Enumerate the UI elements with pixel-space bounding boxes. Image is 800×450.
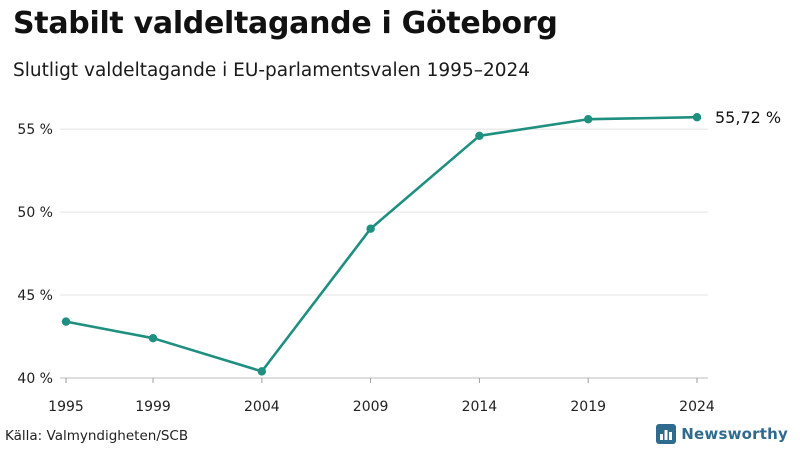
x-tick-label: 2004 — [244, 399, 280, 415]
chart-title: Stabilt valdeltagande i Göteborg — [13, 6, 558, 41]
x-tick-label: 2014 — [462, 399, 498, 415]
x-tick-label: 2009 — [353, 399, 389, 415]
series: 55,72 % — [61, 108, 781, 376]
chart-subtitle: Slutligt valdeltagande i EU-parlamentsva… — [13, 60, 531, 81]
data-point — [584, 115, 593, 124]
x-tick-label: 2019 — [570, 399, 606, 415]
data-point — [61, 317, 71, 326]
axes: 40 % 45 % 50 % 55 % 1995 1999 2004 2009 2014 2019… — [17, 122, 714, 415]
x-tick-label: 1999 — [135, 399, 171, 415]
end-value-label: 55,72 % — [715, 108, 781, 127]
data-point — [366, 224, 375, 233]
data-point — [475, 131, 484, 141]
brand-name: Newsworthy — [681, 425, 788, 443]
y-tick-label: 55 % — [17, 122, 53, 138]
series-line — [64, 115, 699, 373]
y-tick-label: 40 % — [17, 371, 53, 387]
source-note: Källa: Valmyndigheten/SCB — [5, 428, 189, 444]
gridlines — [60, 128, 708, 379]
brand-logo: Newsworthy — [656, 424, 788, 444]
data-point — [692, 113, 702, 122]
y-tick-label: 50 % — [17, 205, 53, 221]
y-tick-label: 45 % — [17, 288, 53, 304]
x-tick-label: 1995 — [48, 399, 84, 415]
data-point — [257, 367, 267, 376]
data-point — [148, 333, 158, 343]
x-tick-label: 2024 — [679, 399, 715, 415]
newsworthy-logo-icon — [656, 424, 677, 444]
